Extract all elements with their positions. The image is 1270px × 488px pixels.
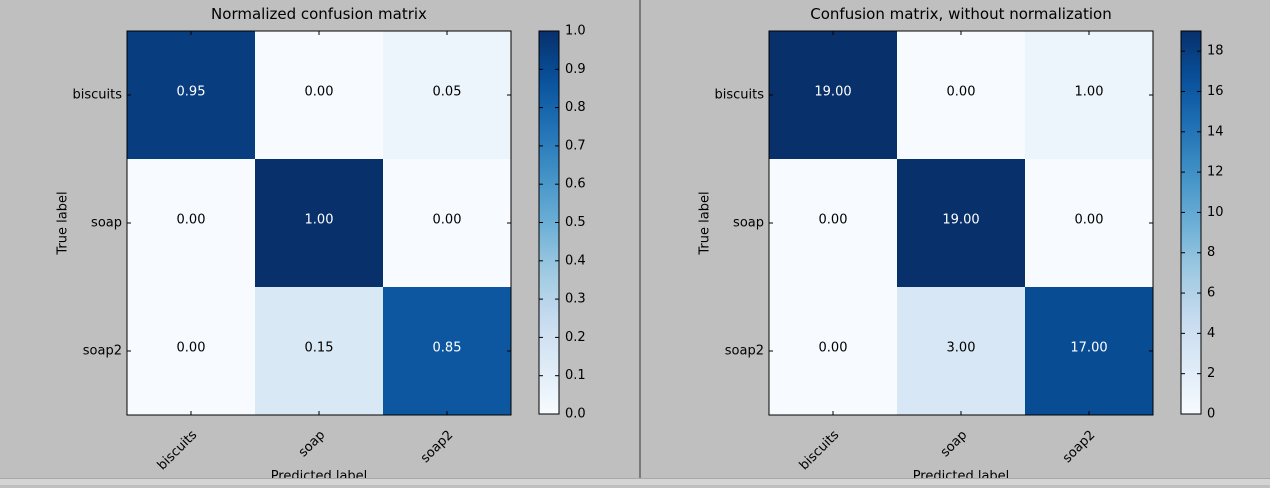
colorbar-tick-label: 0.4 xyxy=(565,253,586,268)
colorbar-tick-label: 0 xyxy=(1207,407,1215,422)
cell-value-label: 0.05 xyxy=(433,85,462,100)
x-tick-label: soap xyxy=(296,428,328,460)
colorbar-tick-label: 0.5 xyxy=(565,215,586,230)
cell-value-label: 0.00 xyxy=(1075,213,1104,228)
colorbar-tick-label: 0.3 xyxy=(565,292,586,307)
y-axis-label: True label xyxy=(698,191,713,255)
colorbar-tick-label: 0.7 xyxy=(565,138,586,153)
window-bottom-strip xyxy=(0,478,1270,485)
cell-value-label: 3.00 xyxy=(947,341,976,356)
y-tick-label: biscuits xyxy=(714,88,764,103)
chart-title: Confusion matrix, without normalization xyxy=(810,5,1112,23)
cell-value-label: 1.00 xyxy=(305,213,334,228)
colorbar-tick-label: 6 xyxy=(1207,286,1215,301)
heatmap-cell xyxy=(255,31,383,159)
colorbar-tick-label: 12 xyxy=(1207,165,1224,180)
panel-divider xyxy=(639,0,641,484)
x-tick-label: soap2 xyxy=(418,428,456,466)
y-tick-label: soap xyxy=(91,216,122,231)
heatmap-cell xyxy=(383,159,511,287)
colorbar-tick-label: 18 xyxy=(1207,44,1224,59)
heatmap-cell xyxy=(769,31,897,159)
heatmap-cell xyxy=(1025,287,1153,415)
heatmap-cell xyxy=(897,159,1025,287)
cell-value-label: 19.00 xyxy=(814,85,851,100)
colorbar-tick-label: 0.6 xyxy=(565,177,586,192)
cell-value-label: 19.00 xyxy=(942,213,979,228)
y-tick-label: soap xyxy=(733,216,764,231)
x-tick-label: biscuits xyxy=(797,428,843,474)
y-axis-label: True label xyxy=(56,191,71,255)
cell-value-label: 0.00 xyxy=(433,213,462,228)
cell-value-label: 0.00 xyxy=(819,341,848,356)
heatmap-cell xyxy=(769,159,897,287)
cell-value-label: 1.00 xyxy=(1075,85,1104,100)
cell-value-label: 0.85 xyxy=(433,341,462,356)
colorbar xyxy=(1180,30,1202,415)
y-tick-label: soap2 xyxy=(83,344,122,359)
colorbar-tick-label: 14 xyxy=(1207,124,1224,139)
cell-value-label: 0.00 xyxy=(177,213,206,228)
cell-value-label: 17.00 xyxy=(1070,341,1107,356)
colorbar-tick-label: 0.1 xyxy=(565,368,586,383)
heatmap-cell xyxy=(1025,159,1153,287)
x-tick-label: biscuits xyxy=(155,428,201,474)
colorbar-tick-label: 4 xyxy=(1207,326,1215,341)
x-tick-label: soap xyxy=(938,428,970,460)
colorbar-tick-label: 2 xyxy=(1207,366,1215,381)
colorbar-tick-label: 0.0 xyxy=(565,407,586,422)
colorbar-tick-label: 0.8 xyxy=(565,100,586,115)
chart-title: Normalized confusion matrix xyxy=(211,5,427,23)
heatmap-cell xyxy=(255,159,383,287)
cell-value-label: 0.00 xyxy=(177,341,206,356)
heatmap-cell xyxy=(127,159,255,287)
cell-value-label: 0.00 xyxy=(305,85,334,100)
x-tick-label: soap2 xyxy=(1060,428,1098,466)
heatmap-cell xyxy=(383,287,511,415)
heatmap-cell xyxy=(127,31,255,159)
cell-value-label: 0.00 xyxy=(819,213,848,228)
cell-value-label: 0.95 xyxy=(177,85,206,100)
y-tick-label: soap2 xyxy=(725,344,764,359)
colorbar-tick-label: 10 xyxy=(1207,205,1224,220)
colorbar-tick-label: 8 xyxy=(1207,245,1215,260)
heatmap-cell xyxy=(255,287,383,415)
y-tick-label: biscuits xyxy=(72,88,122,103)
heatmap-cell xyxy=(383,31,511,159)
heatmap-cell xyxy=(769,287,897,415)
colorbar-tick-label: 0.9 xyxy=(565,62,586,77)
cell-value-label: 0.00 xyxy=(947,85,976,100)
cell-value-label: 0.15 xyxy=(305,341,334,356)
colorbar-tick-label: 1.0 xyxy=(565,24,586,39)
heatmap-cell xyxy=(127,287,255,415)
heatmap-cell xyxy=(897,31,1025,159)
heatmap-cell xyxy=(897,287,1025,415)
colorbar-tick-label: 16 xyxy=(1207,84,1224,99)
heatmap-cell xyxy=(1025,31,1153,159)
colorbar-tick-label: 0.2 xyxy=(565,330,586,345)
